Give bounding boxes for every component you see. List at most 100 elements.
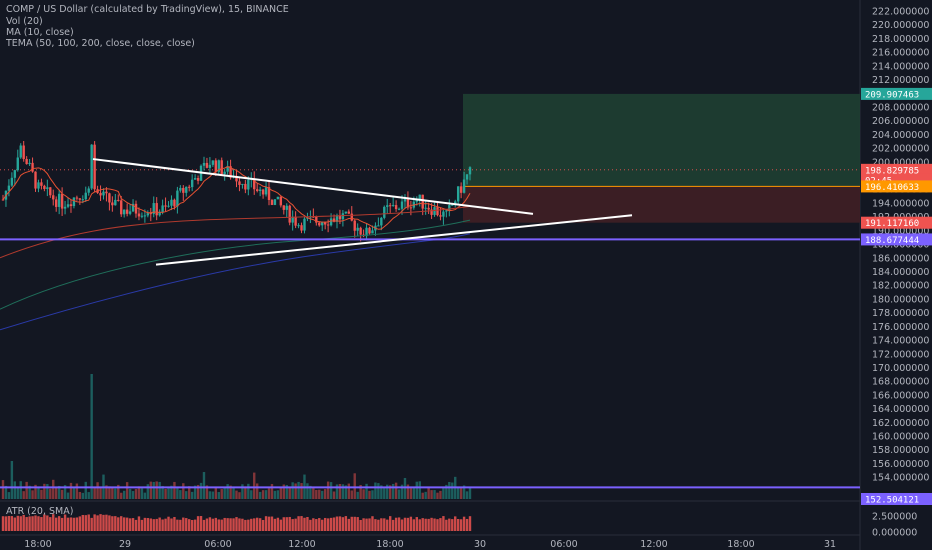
atr-legend[interactable]: ATR (20, SMA) (6, 506, 74, 517)
candle (264, 187, 268, 195)
volume-bar (418, 481, 421, 499)
lower-trendline[interactable] (155, 214, 633, 266)
atr-bar (368, 518, 371, 531)
candle (279, 196, 283, 206)
atr-bar (397, 517, 401, 531)
volume-legend[interactable]: Vol (20) (6, 16, 43, 27)
atr-bar (96, 515, 99, 531)
candle (19, 145, 22, 158)
atr-bar (427, 518, 430, 531)
atr-bar (365, 518, 368, 531)
atr-bar (55, 517, 58, 531)
candle (28, 162, 31, 165)
candle (114, 199, 117, 206)
candle (229, 166, 232, 178)
atr-bar (143, 517, 147, 531)
volume-bar (362, 489, 365, 499)
volume-bar (185, 491, 188, 499)
atr-bar (386, 519, 389, 531)
atr-bar (238, 518, 241, 531)
price-tick-label: 202.000000 (872, 144, 929, 155)
candle (303, 218, 306, 231)
volume-bar (279, 487, 283, 499)
volume-bar (468, 487, 472, 499)
price-tag (861, 163, 932, 176)
candle (267, 187, 271, 201)
candle (427, 207, 430, 210)
atr-bar (235, 517, 238, 531)
price-tick-label: 176.000000 (872, 322, 929, 333)
volume-bar (400, 484, 404, 499)
atr-bar (87, 514, 90, 531)
atr-bar (111, 516, 114, 531)
candle (208, 164, 212, 168)
atr-bar (196, 516, 200, 531)
candle (146, 213, 150, 216)
volume-bar (412, 487, 416, 499)
candle (84, 192, 87, 200)
candle (386, 205, 389, 207)
volume-bar (37, 487, 40, 499)
symbol-legend[interactable]: COMP / US Dollar (calculated by TradingV… (6, 4, 289, 15)
price-tick-label: 162.000000 (872, 418, 929, 429)
atr-bar (329, 517, 333, 531)
volume-bar (253, 472, 256, 499)
atr-bar (84, 515, 87, 531)
atr-bar (241, 518, 244, 531)
price-tick-label: 204.000000 (872, 130, 929, 141)
price-tick-label: 174.000000 (872, 336, 929, 347)
atr-bar (140, 519, 144, 531)
candle (87, 188, 90, 193)
candle (436, 207, 439, 216)
atr-bar (267, 516, 271, 531)
atr-bar (321, 519, 324, 531)
volume-bar (338, 483, 342, 499)
candle (205, 162, 209, 168)
candle (353, 220, 356, 231)
atr-bar (146, 518, 150, 531)
upper-trendline[interactable] (92, 158, 534, 215)
volume-bar (255, 483, 259, 499)
candle (105, 191, 108, 194)
price-tick-label: 190.000000 (872, 226, 929, 237)
atr-bar (409, 516, 413, 531)
candle (323, 222, 327, 225)
volume-bar (288, 486, 291, 499)
atr-bar (7, 516, 11, 531)
atr-bar (185, 518, 188, 531)
candle (421, 194, 424, 209)
atr-bar (232, 518, 235, 531)
candle (176, 190, 179, 207)
price-tick-label: 214.000000 (872, 61, 929, 72)
profit-zone[interactable] (463, 93, 860, 187)
atr-bar (456, 519, 460, 531)
price-tick-label: 208.000000 (872, 102, 929, 113)
atr-bar (362, 518, 365, 531)
candle (10, 177, 14, 186)
volume-bar (205, 485, 209, 499)
ma-tema-legend[interactable]: MA (10, close) TEMA (50, 100, 200, close,… (6, 27, 195, 49)
price-tick-label: 156.000000 (872, 459, 929, 470)
atr-bar (81, 514, 85, 531)
volume-bar (22, 491, 25, 499)
volume-bar (161, 485, 164, 499)
volume-bar (117, 484, 120, 499)
loss-zone[interactable] (463, 186, 860, 223)
price-tick-label: 170.000000 (872, 363, 929, 374)
price-tick-label: 194.000000 (872, 198, 929, 209)
volume-bar (188, 486, 191, 499)
atr-bar (182, 517, 185, 531)
price-tick-label: 222.000000 (872, 7, 929, 18)
atr-bar (1, 516, 5, 531)
candle (31, 162, 34, 172)
candle (7, 185, 11, 191)
atr-bar (131, 518, 135, 531)
candle (451, 204, 454, 206)
candle (391, 205, 395, 207)
atr-bar (315, 519, 318, 531)
volume-bar (456, 486, 460, 499)
atr-bar (25, 517, 28, 531)
volume-bar (78, 491, 82, 499)
candle (52, 195, 55, 200)
